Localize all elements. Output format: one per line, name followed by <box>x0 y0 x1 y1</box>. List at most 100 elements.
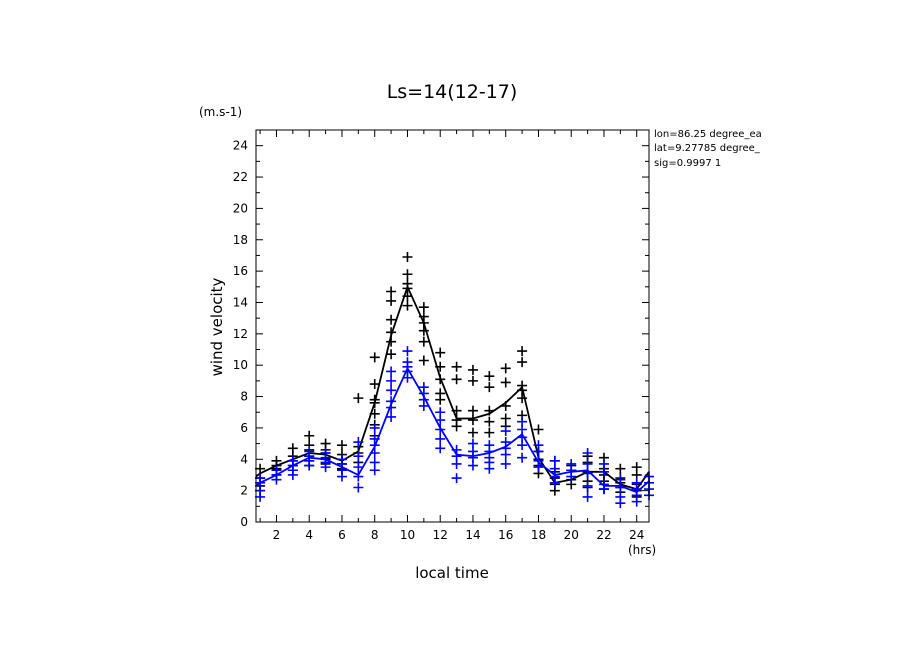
data-point-marker <box>517 346 528 357</box>
data-point-marker <box>418 355 429 366</box>
data-point-marker <box>402 300 413 311</box>
data-point-marker <box>451 458 462 469</box>
y-tick-label: 22 <box>233 170 248 184</box>
x-tick-label: 16 <box>498 528 513 542</box>
y-tick-label: 16 <box>233 264 248 278</box>
data-point-marker <box>386 314 397 325</box>
x-tick-label: 14 <box>465 528 480 542</box>
chart-title: Ls=14(12-17) <box>387 81 518 103</box>
data-point-marker <box>353 462 364 473</box>
data-point-marker <box>386 385 397 396</box>
data-point-marker <box>566 471 577 482</box>
y-tick-label: 14 <box>233 295 248 309</box>
data-point-marker <box>287 469 298 480</box>
data-point-marker <box>386 366 397 377</box>
y-unit-label: (m.s-1) <box>199 105 242 119</box>
data-point-marker <box>631 496 642 507</box>
data-point-marker <box>615 498 626 509</box>
data-point-marker <box>353 437 364 448</box>
data-point-marker <box>402 346 413 357</box>
data-point-marker <box>369 379 380 390</box>
data-point-marker <box>500 363 511 374</box>
data-point-marker <box>402 252 413 263</box>
data-point-marker <box>484 463 495 474</box>
data-point-marker <box>320 462 331 473</box>
data-point-marker <box>304 430 315 441</box>
data-point-marker <box>451 473 462 484</box>
x-tick-label: 18 <box>531 528 546 542</box>
y-axis-label: wind velocity <box>208 277 226 376</box>
data-point-marker <box>517 440 528 451</box>
data-point-marker <box>418 400 429 411</box>
data-point-marker <box>451 421 462 432</box>
y-tick-label: 12 <box>233 327 248 341</box>
x-tick-label: 8 <box>371 528 379 542</box>
data-point-marker <box>582 480 593 491</box>
x-tick-label: 4 <box>305 528 313 542</box>
data-point-marker <box>484 427 495 438</box>
data-point-marker <box>435 433 446 444</box>
data-point-marker <box>500 377 511 388</box>
x-tick-label: 12 <box>433 528 448 542</box>
data-point-marker <box>582 448 593 459</box>
data-point-marker <box>402 269 413 280</box>
series-line <box>255 366 650 494</box>
data-point-marker <box>582 458 593 469</box>
data-point-marker <box>386 375 397 386</box>
data-point-marker <box>255 463 266 474</box>
annotation-lat: lat=9.27785 degree_ <box>654 143 761 154</box>
data-point-marker <box>353 393 364 404</box>
data-point-marker <box>533 424 544 435</box>
data-point-marker <box>500 426 511 437</box>
data-point-marker <box>484 371 495 382</box>
x-tick-label: 24 <box>629 528 644 542</box>
data-point-marker <box>467 364 478 375</box>
data-point-marker <box>336 471 347 482</box>
data-point-marker <box>467 427 478 438</box>
data-point-marker <box>435 443 446 454</box>
data-point-marker <box>386 411 397 422</box>
data-point-marker <box>467 375 478 386</box>
y-tick-label: 6 <box>240 421 248 435</box>
data-point-marker <box>369 352 380 363</box>
data-point-marker <box>271 474 282 485</box>
y-tick-label: 4 <box>240 452 248 466</box>
data-point-marker <box>549 477 560 488</box>
data-point-marker <box>500 458 511 469</box>
data-point-marker <box>304 460 315 471</box>
data-point-marker <box>500 449 511 460</box>
data-point-marker <box>386 349 397 360</box>
plot-frame <box>255 129 650 523</box>
y-tick-label: 24 <box>233 139 248 153</box>
data-point-marker <box>467 415 478 426</box>
x-tick-label: 2 <box>273 528 281 542</box>
data-point-marker <box>418 336 429 347</box>
y-tick-label: 0 <box>240 515 248 529</box>
data-point-marker <box>418 302 429 313</box>
x-axis-label: local time <box>415 564 489 582</box>
data-point-marker <box>353 451 364 462</box>
y-tick-label: 2 <box>240 484 248 498</box>
data-point-marker <box>484 382 495 393</box>
annotation-lon: lon=86.25 degree_ea <box>654 129 762 140</box>
data-point-marker <box>615 463 626 474</box>
annotation-block: lon=86.25 degree_ea lat=9.27785 degree_ … <box>654 129 762 169</box>
data-point-marker <box>418 325 429 336</box>
data-point-marker <box>435 347 446 358</box>
data-point-marker <box>369 465 380 476</box>
data-point-marker <box>517 357 528 368</box>
y-tick-label: 8 <box>240 390 248 404</box>
data-point-marker <box>467 405 478 416</box>
data-point-marker <box>336 440 347 451</box>
axis-tick-labels: 2 4 6 8 10 12 14 16 18 20 22 2402468101214161820222… <box>233 139 645 542</box>
data-point-marker <box>598 466 609 477</box>
data-point-marker <box>533 446 544 457</box>
annotation-sig: sig=0.9997 1 <box>654 158 721 169</box>
data-point-marker <box>467 460 478 471</box>
data-series <box>255 252 654 509</box>
data-point-marker <box>517 452 528 463</box>
data-point-marker <box>484 416 495 427</box>
y-tick-label: 18 <box>233 233 248 247</box>
